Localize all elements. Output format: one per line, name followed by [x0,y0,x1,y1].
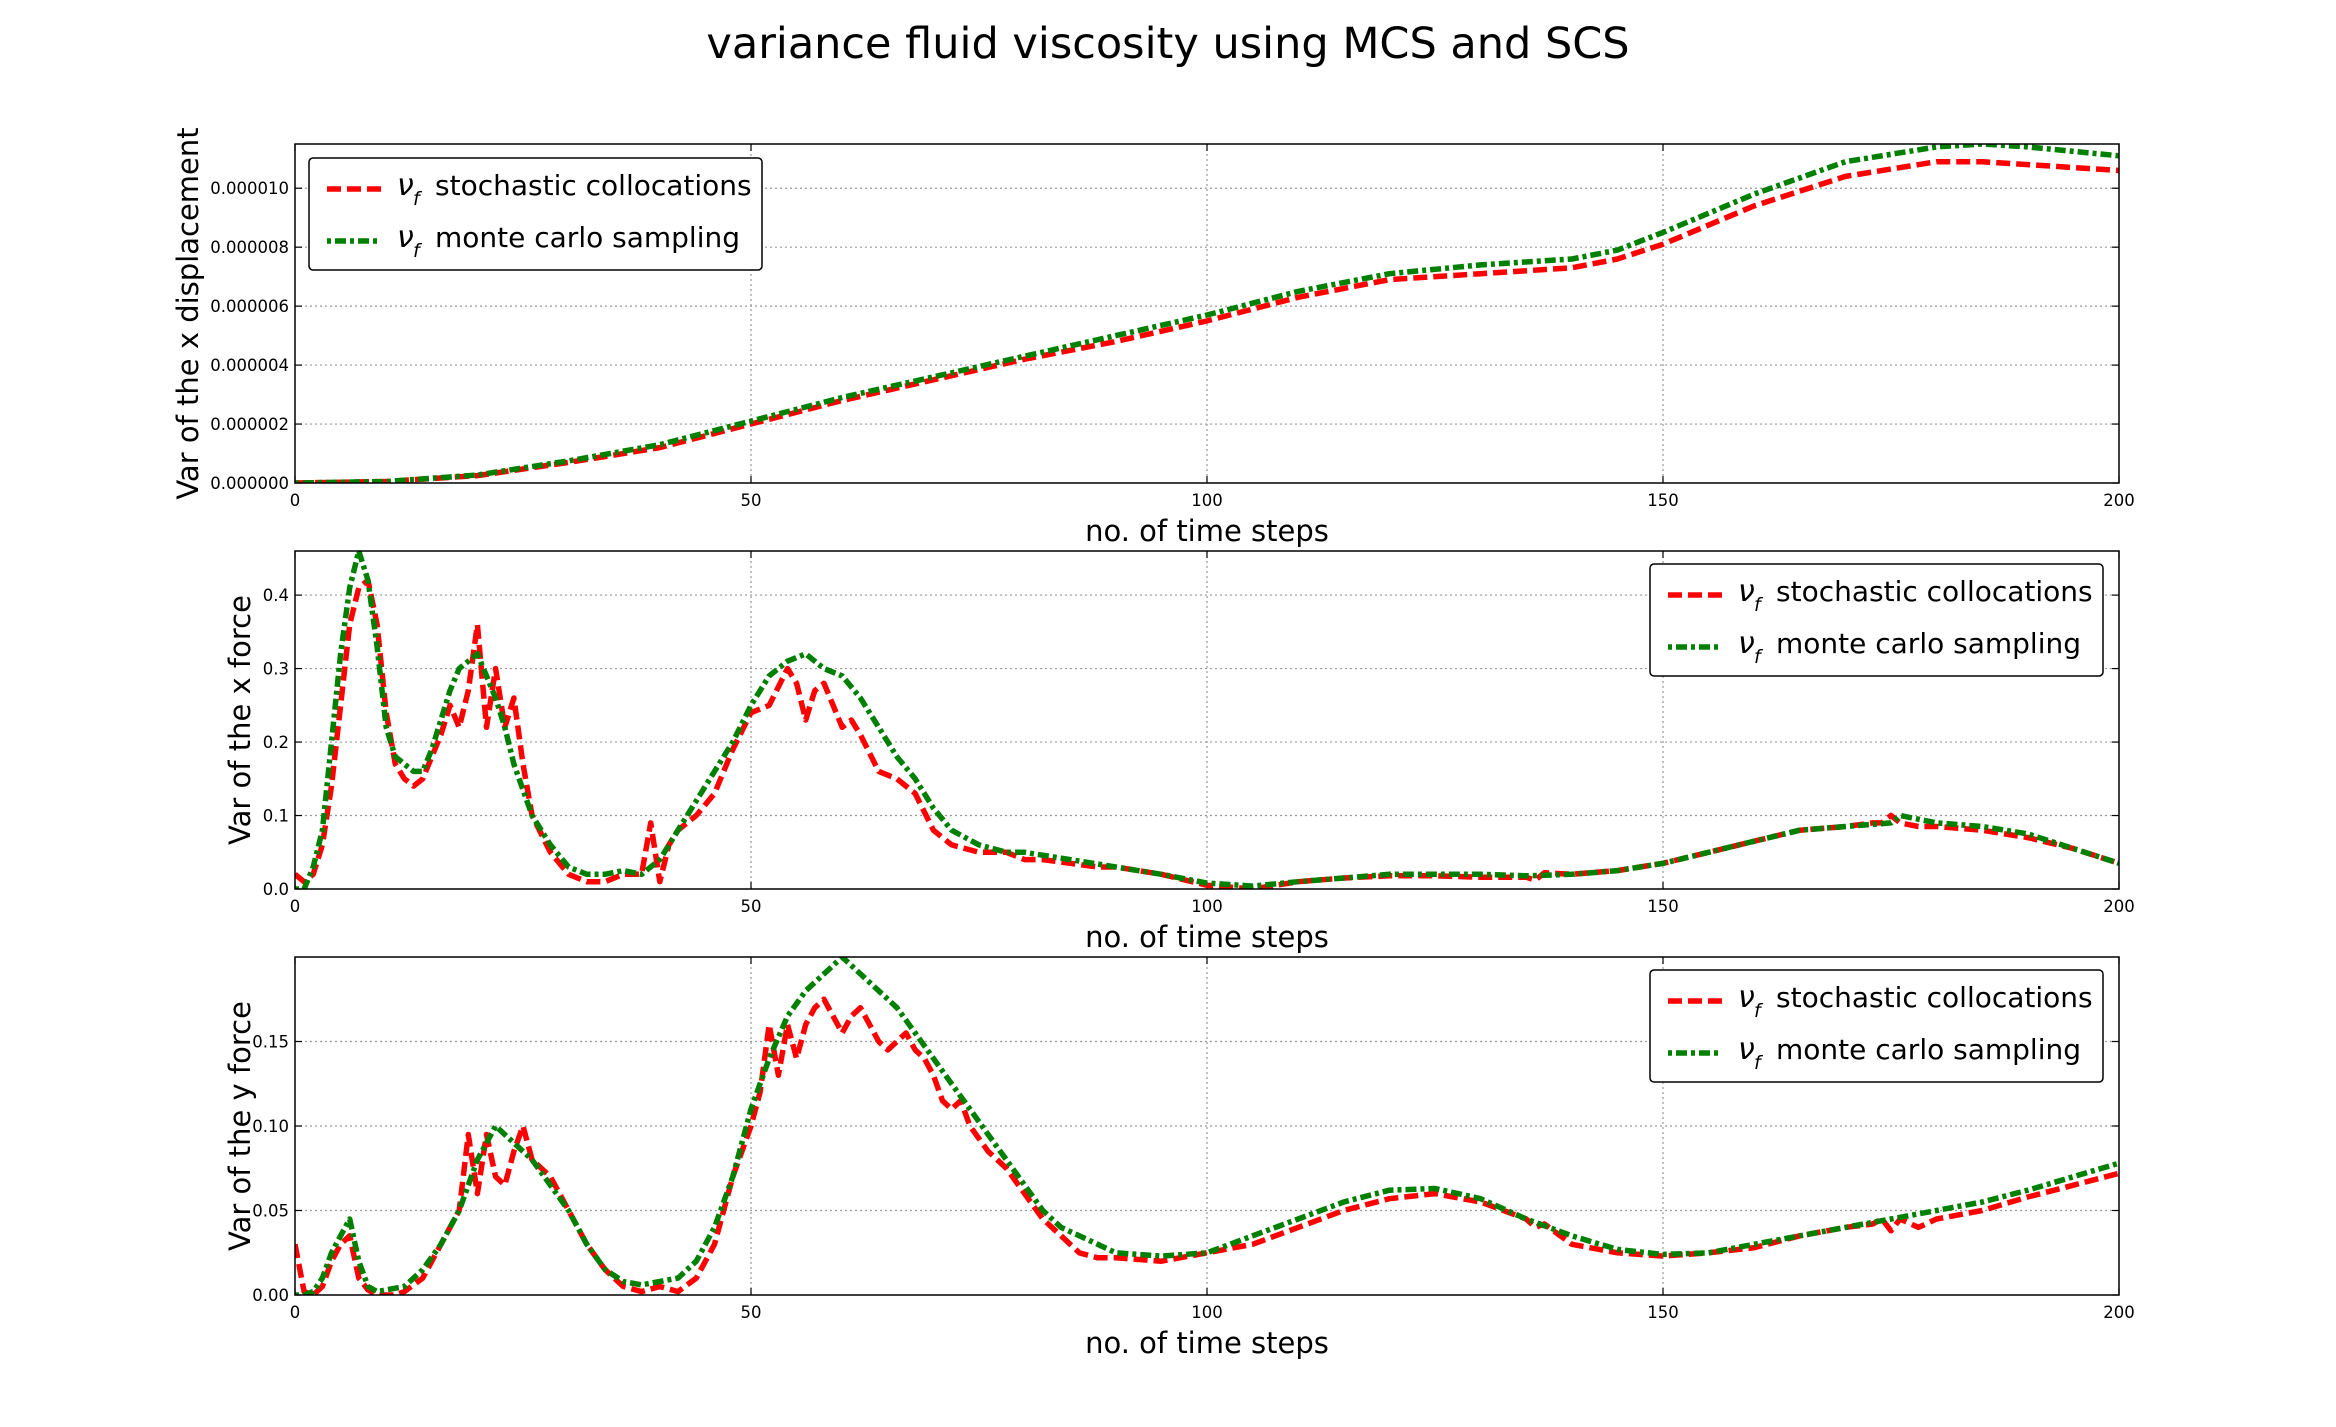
plot-frame [294,143,2120,484]
y-tick-label: 0.000010 [210,179,289,198]
legend-label: stochastic collocations [1776,575,2093,608]
x-tick-label: 200 [2103,491,2135,510]
x-tick-label: 0 [290,491,301,510]
plot-frame [294,550,2120,890]
y-tick-label: 0.000006 [210,297,289,316]
y-tick-label: 0.2 [263,733,289,752]
x-tick-label: 100 [1191,897,1223,916]
legend-subscript: f [413,188,423,210]
y-tick-label: 0.15 [252,1033,289,1052]
x-tick-label: 150 [1647,897,1679,916]
series-line-monte-carlo-sampling [295,144,2119,483]
legend-box [1649,969,2104,1083]
series-line-stochastic-collocations [295,158,2119,483]
legend-label: stochastic collocations [1776,981,2093,1014]
x-tick-label: 50 [741,491,762,510]
legend-subscript: f [1754,646,1764,668]
y-tick-label: 0.000002 [210,415,289,434]
legend-box [308,157,763,271]
legend-symbol: ν [1738,980,1755,1015]
y-axis-label: Var of the x displacement [171,127,205,499]
x-tick-label: 0 [290,897,301,916]
legend-label: stochastic collocations [435,169,752,202]
legend-symbol: ν [397,220,414,255]
x-tick-label: 50 [741,1303,762,1322]
panel-2: 0 50 100 150 200 0.0 0.1 0.2 0.3 0.4 no. of time s… [223,550,2135,954]
legend-subscript: f [413,240,423,262]
y-tick-label: 0.05 [252,1202,289,1221]
legend-symbol: ν [1738,1032,1755,1067]
legend-subscript: f [1754,1052,1764,1074]
y-tick-label: 0.1 [263,807,289,826]
x-tick-label: 200 [2103,1303,2135,1322]
y-axis-label: Var of the x force [223,595,257,845]
legend-subscript: f [1754,594,1764,616]
legend-label: monte carlo sampling [1776,627,2081,660]
legend-subscript: f [1754,1000,1764,1022]
legend-box [1649,563,2104,677]
x-axis-label: no. of time steps [1085,514,1329,548]
x-tick-label: 150 [1647,491,1679,510]
panel-3: 0 50 100 150 200 0.00 0.05 0.10 0.15 no. of time … [223,956,2135,1360]
panel-1: 0 50 100 150 200 0.000000 0.000002 0.000004 0.00… [171,127,2135,548]
x-tick-label: 100 [1191,1303,1223,1322]
legend-label: monte carlo sampling [1776,1033,2081,1066]
series-line-monte-carlo-sampling [295,551,2119,889]
x-tick-label: 200 [2103,897,2135,916]
figure-title: variance fluid viscosity using MCS and S… [706,19,1629,69]
x-tick-label: 50 [741,897,762,916]
legend-symbol: ν [1738,626,1755,661]
x-axis-label: no. of time steps [1085,920,1329,954]
x-axis-label: no. of time steps [1085,1326,1329,1360]
y-tick-label: 0.4 [263,586,289,605]
y-tick-label: 0.0 [263,880,289,899]
y-tick-label: 0.000004 [210,356,289,375]
y-tick-label: 0.3 [263,660,289,679]
y-tick-label: 0.000008 [210,238,289,257]
legend-symbol: ν [1738,574,1755,609]
y-tick-label: 0.00 [252,1286,289,1305]
series-line-stochastic-collocations [295,996,2119,1295]
y-tick-label: 0.000000 [210,474,289,493]
y-tick-label: 0.10 [252,1117,289,1136]
x-tick-label: 150 [1647,1303,1679,1322]
y-axis-label: Var of the y force [223,1001,257,1251]
x-tick-label: 100 [1191,491,1223,510]
x-tick-label: 0 [290,1303,301,1322]
series-line-monte-carlo-sampling [295,957,2119,1295]
plot-frame [294,956,2120,1296]
legend-label: monte carlo sampling [435,221,740,254]
legend-symbol: ν [397,168,414,203]
